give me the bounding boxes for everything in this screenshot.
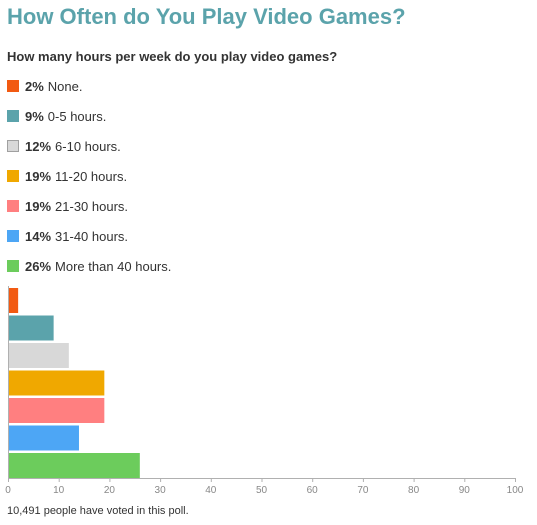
poll-bar-chart: 0 10 20 30 40 50 60 70 80 90 100	[5, 286, 524, 496]
x-tick-label: 40	[205, 485, 217, 496]
x-tick-label: 100	[507, 485, 524, 496]
bar	[8, 343, 69, 368]
legend-item: 14% 31-40 hours.	[7, 229, 171, 259]
bar	[8, 370, 105, 396]
poll-question: How many hours per week do you play vide…	[7, 49, 338, 64]
poll-legend: 2% None. 9% 0-5 hours. 12% 6-10 hours. 19% 11-2…	[7, 79, 171, 289]
legend-swatch	[7, 80, 19, 92]
x-tick-label: 90	[459, 485, 471, 496]
legend-item: 12% 6-10 hours.	[7, 139, 171, 169]
poll-title: How Often do You Play Video Games?	[7, 4, 406, 29]
bar	[8, 288, 19, 313]
legend-label: 0-5 hours.	[47, 109, 107, 124]
legend-label: 21-30 hours.	[55, 199, 129, 214]
legend-swatch	[7, 170, 19, 182]
legend-swatch	[7, 140, 19, 152]
legend-percent: 19%	[25, 169, 52, 184]
legend-label: More than 40 hours.	[55, 259, 172, 274]
bar	[8, 398, 105, 423]
legend-swatch	[7, 260, 19, 272]
x-tick-label: 0	[5, 485, 11, 496]
legend-label: 6-10 hours.	[55, 139, 121, 154]
x-tick-label: 30	[155, 485, 167, 496]
legend-item: 9% 0-5 hours.	[7, 109, 171, 139]
legend-label: None.	[47, 79, 83, 94]
legend-label: 31-40 hours.	[55, 229, 129, 244]
legend-item: 19% 21-30 hours.	[7, 199, 171, 229]
legend-percent: 9%	[25, 109, 44, 124]
legend-percent: 19%	[25, 199, 52, 214]
legend-percent: 14%	[25, 229, 52, 244]
legend-item: 19% 11-20 hours.	[7, 169, 171, 199]
x-tick-label: 70	[357, 485, 369, 496]
legend-label: 11-20 hours.	[55, 169, 128, 184]
legend-item: 26% More than 40 hours.	[7, 259, 171, 289]
x-tick-label: 60	[307, 485, 319, 496]
bar	[8, 315, 54, 341]
legend-swatch	[7, 230, 19, 242]
bar	[8, 425, 79, 451]
x-tick-label: 80	[408, 485, 420, 496]
bar	[8, 453, 140, 478]
x-tick-label: 50	[256, 485, 268, 496]
legend-percent: 12%	[25, 139, 52, 154]
legend-item: 2% None.	[7, 79, 171, 109]
legend-swatch	[7, 110, 19, 122]
x-tick-label: 20	[104, 485, 116, 496]
vote-count: 10,491 people have voted in this poll.	[7, 505, 189, 517]
legend-percent: 26%	[25, 259, 52, 274]
x-tick-label: 10	[53, 485, 65, 496]
legend-percent: 2%	[25, 79, 44, 94]
legend-swatch	[7, 200, 19, 212]
